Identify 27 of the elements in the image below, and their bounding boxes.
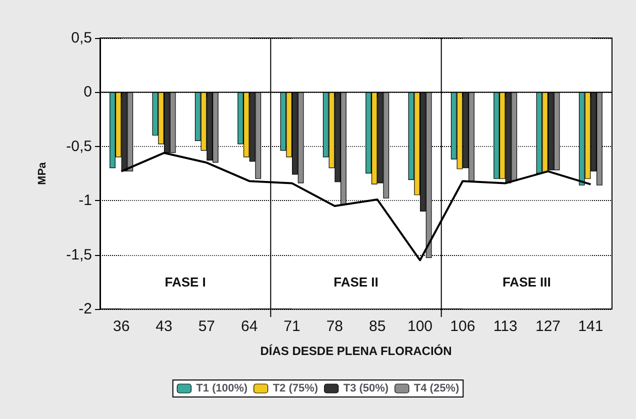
x-tick-label: 36 [112, 318, 130, 335]
x-tick-label: 127 [535, 318, 561, 335]
legend-label: T1 (100%) [196, 382, 248, 394]
y-tick-label: -1 [78, 192, 92, 210]
band-label: FASE III [502, 274, 551, 290]
x-tick-label: 106 [450, 318, 476, 335]
y-tick-label: 0 [84, 84, 92, 101]
x-tick-label: 141 [578, 318, 604, 335]
x-tick-label: 78 [326, 318, 344, 335]
y-tick-label: -2 [78, 300, 92, 318]
y-tick-label: 0,5 [71, 30, 92, 46]
x-tick-label: 64 [240, 318, 258, 335]
band-label: FASE II [334, 274, 378, 290]
x-tick-label: 71 [284, 318, 300, 335]
x-tick-label: 113 [493, 318, 518, 335]
x-tick-label: 85 [368, 318, 386, 335]
legend-label: T4 (25%) [414, 382, 460, 394]
band-label: FASE I [164, 274, 206, 290]
x-tick-label: 43 [156, 318, 172, 335]
x-tick-label: 100 [407, 318, 433, 335]
x-axis-title: DÍAS DESDE PLENA FLORACIÓN [260, 344, 452, 358]
legend-label: T3 (50%) [343, 382, 389, 394]
legend-label: T2 (75%) [272, 382, 318, 394]
y-axis-title: MPa [36, 161, 48, 185]
y-tick-label: -0,5 [66, 138, 92, 155]
x-tick-label: 57 [198, 318, 216, 335]
y-tick-label: -1,5 [66, 246, 92, 264]
